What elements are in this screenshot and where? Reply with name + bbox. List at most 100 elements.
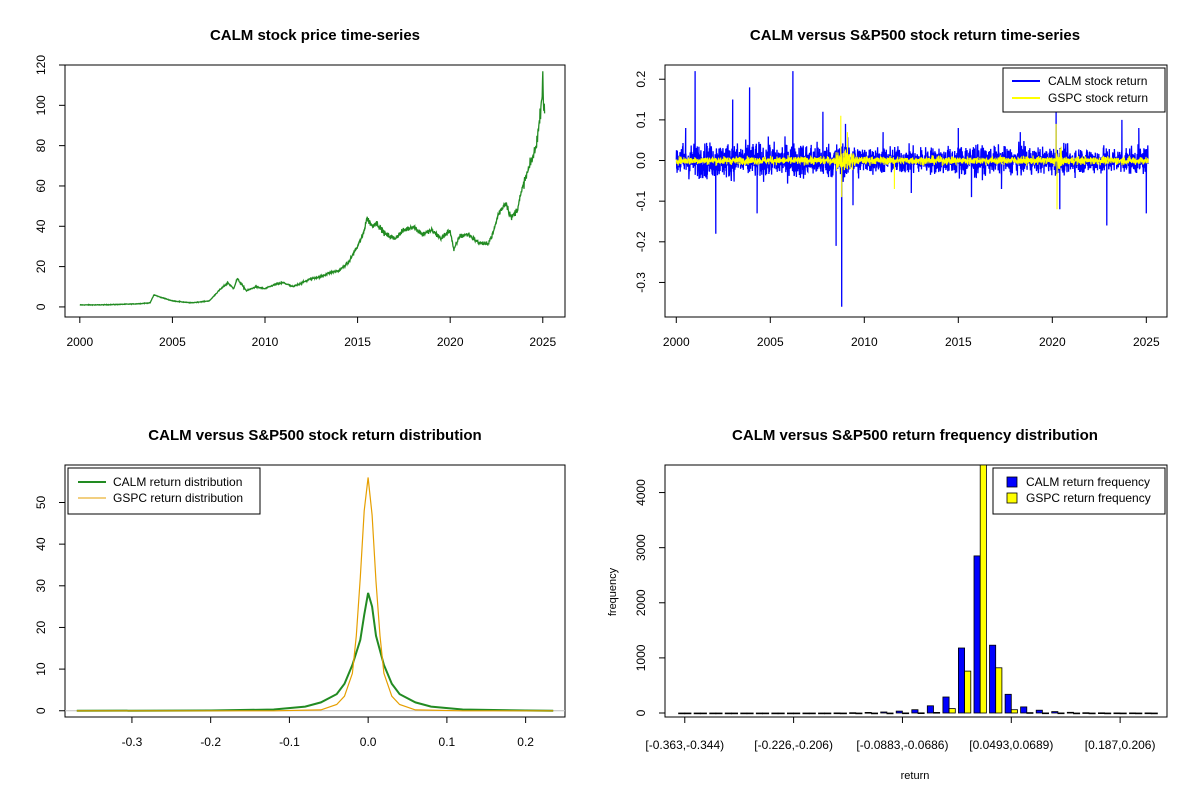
gspc-bar bbox=[684, 712, 692, 715]
x-tick-label: 2015 bbox=[344, 335, 371, 349]
y-axis-label: frequency bbox=[607, 567, 619, 616]
calm-bar bbox=[1004, 693, 1012, 714]
gspc-bar bbox=[715, 712, 723, 715]
gspc-bar bbox=[1026, 712, 1034, 714]
legend-label: GSPC return frequency bbox=[1026, 491, 1151, 505]
calm-bar bbox=[740, 712, 748, 715]
x-tick-label: [0.187,0.206) bbox=[1085, 738, 1156, 752]
gspc-bar bbox=[902, 712, 910, 715]
x-tick-label: -0.3 bbox=[122, 735, 143, 749]
legend: CALM return frequency GSPC return freque… bbox=[992, 467, 1166, 515]
x-axis-label: return bbox=[901, 770, 930, 782]
calm-bar bbox=[1098, 712, 1106, 714]
chart-title: CALM versus S&P500 return frequency dist… bbox=[732, 427, 1098, 444]
legend-label: CALM return frequency bbox=[1026, 475, 1150, 489]
calm-bar bbox=[942, 696, 950, 714]
x-tick-label: -0.1 bbox=[279, 735, 300, 749]
x-tick-label: 2005 bbox=[757, 335, 784, 349]
calm-bar bbox=[787, 712, 795, 715]
y-tick-label: 0.1 bbox=[634, 111, 648, 128]
calm-bar bbox=[709, 712, 717, 715]
x-tick-label: 0.2 bbox=[517, 735, 534, 749]
plot-frame bbox=[64, 64, 566, 318]
x-tick-label: [0.0493,0.0689) bbox=[969, 738, 1053, 752]
y-tick-label: 20 bbox=[34, 260, 48, 274]
y-tick-label: -0.1 bbox=[634, 191, 648, 212]
calm-bar bbox=[864, 712, 872, 714]
gspc-bar bbox=[808, 712, 816, 715]
y-tick-label: 0.2 bbox=[634, 71, 648, 88]
y-tick-label: 40 bbox=[34, 219, 48, 233]
chart-title: CALM stock price time-series bbox=[210, 27, 420, 44]
calm-bar bbox=[1051, 711, 1059, 714]
calm-bar bbox=[1082, 712, 1090, 714]
x-tick-label: 0.0 bbox=[360, 735, 377, 749]
gspc-bar bbox=[964, 670, 972, 714]
gspc-bar bbox=[917, 712, 925, 714]
legend-label: CALM stock return bbox=[1048, 74, 1147, 88]
x-tick-label: [-0.226,-0.206) bbox=[754, 738, 833, 752]
x-tick-label: 2010 bbox=[252, 335, 279, 349]
y-tick-label: 0 bbox=[34, 707, 48, 714]
gspc-bar bbox=[777, 712, 785, 715]
histogram-panel: CALM versus S&P500 return frequency dist… bbox=[607, 427, 1168, 782]
x-tick-label: [-0.363,-0.344) bbox=[645, 738, 724, 752]
calm-bar bbox=[833, 712, 841, 715]
calm-bar bbox=[989, 644, 997, 714]
calm-bar bbox=[1035, 709, 1043, 714]
gspc-bar bbox=[979, 464, 987, 714]
y-tick-label: 10 bbox=[34, 662, 48, 676]
gspc-bar bbox=[871, 712, 879, 715]
y-tick-label: 0.0 bbox=[634, 152, 648, 169]
chart-title: CALM versus S&P500 stock return distribu… bbox=[148, 427, 481, 444]
gspc-bar bbox=[933, 712, 941, 714]
gspc-bar bbox=[746, 712, 754, 715]
legend-box bbox=[992, 467, 1166, 515]
y-tick-label: 0 bbox=[34, 303, 48, 310]
x-tick-label: 2000 bbox=[66, 335, 93, 349]
gspc-bar bbox=[731, 712, 739, 715]
gspc-bar bbox=[1088, 712, 1096, 715]
price-panel: CALM stock price time-series 2000 2005 201… bbox=[34, 27, 566, 349]
x-tick-label: 2025 bbox=[529, 335, 556, 349]
gspc-bar bbox=[793, 712, 801, 715]
gspc-bar bbox=[699, 712, 707, 715]
gspc-bar bbox=[948, 708, 956, 714]
gspc-bar bbox=[1150, 712, 1158, 715]
returns-panel: CALM versus S&P500 stock return time-ser… bbox=[634, 27, 1168, 349]
legend-swatch bbox=[1006, 476, 1018, 488]
calm-bar bbox=[755, 712, 763, 715]
calm-bar bbox=[958, 647, 966, 714]
gspc-bar bbox=[1135, 712, 1143, 715]
gspc-bar bbox=[762, 712, 770, 715]
calm-bar bbox=[973, 555, 981, 714]
y-tick-label: 60 bbox=[34, 179, 48, 193]
gspc-bar bbox=[839, 712, 847, 715]
calm-bar bbox=[1020, 706, 1028, 714]
calm-density-line bbox=[76, 592, 554, 712]
plot-frame bbox=[64, 464, 566, 718]
y-tick-label: 0 bbox=[634, 709, 648, 716]
calm-bar bbox=[911, 709, 919, 714]
chart-title: CALM versus S&P500 stock return time-ser… bbox=[750, 27, 1080, 44]
gspc-bar bbox=[1042, 712, 1050, 715]
calm-bar bbox=[926, 705, 934, 714]
calm-bar bbox=[880, 711, 888, 714]
gspc-bar bbox=[855, 712, 863, 715]
y-tick-label: 80 bbox=[34, 139, 48, 153]
gspc-bar bbox=[995, 667, 1003, 714]
y-tick-label: 120 bbox=[34, 55, 48, 75]
gspc-return-line bbox=[675, 115, 1149, 210]
x-tick-label: 2020 bbox=[437, 335, 464, 349]
calm-bar bbox=[1113, 712, 1121, 715]
y-tick-label: 30 bbox=[34, 579, 48, 593]
x-tick-label: [-0.0883,-0.0686) bbox=[856, 738, 948, 752]
calm-bar bbox=[724, 712, 732, 715]
legend-swatch bbox=[1006, 492, 1018, 504]
legend-label: CALM return distribution bbox=[113, 475, 242, 489]
y-tick-label: 3000 bbox=[634, 534, 648, 561]
legend-box bbox=[1002, 67, 1166, 113]
y-tick-label: -0.2 bbox=[634, 231, 648, 252]
